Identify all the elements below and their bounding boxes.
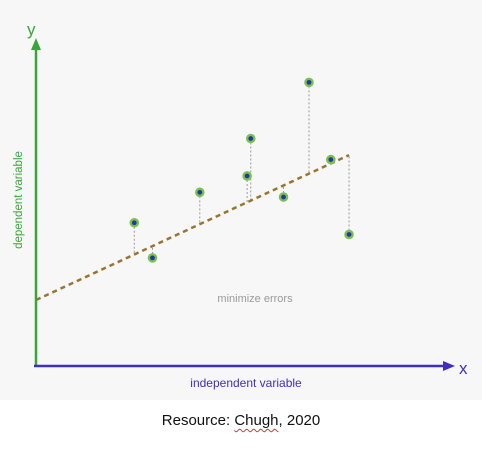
caption-suffix: , 2020 bbox=[278, 412, 321, 429]
data-point-3 bbox=[194, 187, 205, 198]
data-point-9 bbox=[344, 229, 354, 240]
y-axis-letter: y bbox=[27, 20, 36, 39]
y-axis-label: dependent variable bbox=[13, 151, 25, 249]
data-point-5 bbox=[245, 133, 256, 144]
data-point-7 bbox=[304, 77, 314, 88]
x-axis-label: independent variable bbox=[190, 376, 302, 390]
minimize-errors-annotation: minimize errors bbox=[217, 293, 293, 305]
regression-line bbox=[35, 153, 350, 302]
data-point-2 bbox=[147, 253, 158, 263]
x-axis-arrowhead bbox=[443, 361, 455, 371]
y-axis-arrowhead bbox=[31, 38, 41, 50]
data-points bbox=[129, 77, 354, 263]
data-point-1 bbox=[129, 217, 140, 228]
data-point-8 bbox=[326, 154, 336, 165]
caption-prefix: Resource: bbox=[161, 412, 235, 429]
diagram-background bbox=[0, 0, 482, 400]
regression-diagram: y dependent variable x independent varia… bbox=[0, 0, 482, 400]
caption-author: Chugh bbox=[234, 412, 279, 429]
data-point-6 bbox=[278, 192, 289, 202]
figure-caption: Resource: Chugh, 2020 bbox=[0, 412, 482, 429]
data-point-4 bbox=[242, 171, 252, 181]
x-axis-letter: x bbox=[459, 359, 468, 378]
